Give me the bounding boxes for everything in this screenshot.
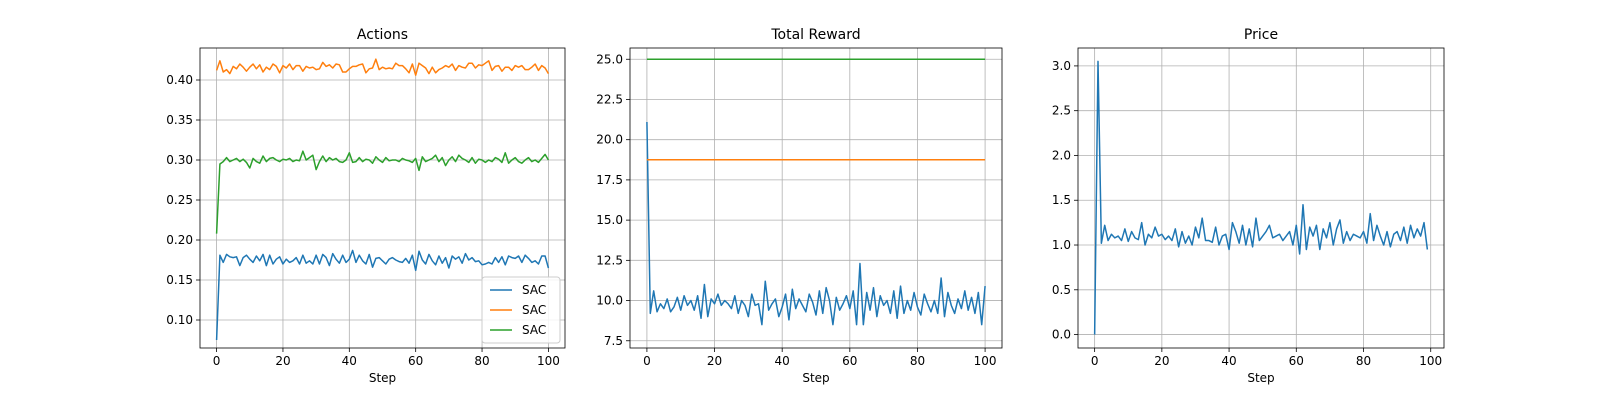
actions-series-line-0 [215, 249, 550, 341]
actions-axes-frame [199, 47, 566, 349]
total-reward-x-tick-label: 100 [974, 354, 997, 368]
actions-x-tick-label: 0 [213, 354, 221, 368]
actions-x-tick-label: 100 [537, 354, 560, 368]
price-x-axis-label: Step [1247, 371, 1274, 385]
actions-y-tick-label: 0.25 [166, 193, 193, 207]
price-y-tick-label: 1.5 [1052, 193, 1071, 207]
actions-legend-box [481, 276, 561, 344]
price-y-tick-label: 3.0 [1052, 59, 1071, 73]
total-reward-y-tick-label: 20.0 [596, 133, 623, 147]
actions-y-tick-label: 0.40 [166, 73, 193, 87]
price-y-tick-label: 2.0 [1052, 148, 1071, 162]
actions-y-tick-label: 0.20 [166, 233, 193, 247]
total-reward-y-tick-label: 15.0 [596, 213, 623, 227]
actions-series-line-1 [215, 58, 550, 76]
total-reward-y-tick-label: 25.0 [596, 52, 623, 66]
total-reward-x-tick-label: 20 [707, 354, 722, 368]
price-chart-title: Price [1244, 27, 1278, 43]
total-reward-x-tick-label: 80 [910, 354, 925, 368]
total-reward-y-tick-label: 17.5 [596, 173, 623, 187]
actions-legend-label: SAC [522, 323, 546, 337]
actions-x-axis-label: Step [369, 371, 396, 385]
total-reward-axes-frame [629, 47, 1003, 349]
actions-y-tick-label: 0.10 [166, 313, 193, 327]
total-reward-series-line-0 [646, 121, 986, 326]
price-series-line-0 [1093, 60, 1429, 335]
price-x-tick-label: 20 [1154, 354, 1169, 368]
actions-legend: SAC SAC SAC [481, 276, 561, 344]
total-reward-chart-title: Total Reward [770, 27, 860, 43]
actions-y-tick-label: 0.35 [166, 113, 193, 127]
total-reward-chart: 0 20 40 60 80 100 7.5 10.0 12.5 15.0 17.5 20.0 22.5 2… [596, 27, 1003, 385]
actions-x-tick-label: 40 [342, 354, 357, 368]
actions-y-tick-label: 0.30 [166, 153, 193, 167]
total-reward-y-tick-label: 22.5 [596, 92, 623, 106]
price-y-tick-label: 0.0 [1052, 328, 1071, 342]
total-reward-y-tick-label: 10.0 [596, 294, 623, 308]
total-reward-x-tick-label: 60 [842, 354, 857, 368]
actions-chart-title: Actions [357, 27, 408, 43]
actions-x-tick-label: 60 [408, 354, 423, 368]
total-reward-x-tick-label: 0 [643, 354, 651, 368]
actions-x-tick-label: 80 [474, 354, 489, 368]
total-reward-x-tick-label: 40 [775, 354, 790, 368]
price-y-tick-label: 0.5 [1052, 283, 1071, 297]
price-x-tick-label: 40 [1221, 354, 1236, 368]
price-x-tick-label: 0 [1091, 354, 1099, 368]
actions-y-tick-label: 0.15 [166, 273, 193, 287]
total-reward-y-tick-label: 7.5 [604, 334, 623, 348]
actions-x-tick-label: 20 [275, 354, 290, 368]
price-x-tick-label: 60 [1289, 354, 1304, 368]
actions-legend-label: SAC [522, 303, 546, 317]
price-y-tick-label: 2.5 [1052, 104, 1071, 118]
actions-chart: 0 20 40 60 80 100 0.10 0.15 0.20 0.25 0.30 0.35 0.40… [166, 27, 566, 385]
price-x-tick-label: 80 [1356, 354, 1371, 368]
actions-legend-label: SAC [522, 283, 546, 297]
price-chart: 0 20 40 60 80 100 0.0 0.5 1.0 1.5 2.0 2.5 3.0 Price St… [1052, 27, 1445, 385]
price-axes-frame [1077, 47, 1445, 349]
actions-series-line-2 [215, 150, 550, 234]
price-y-tick-label: 1.0 [1052, 238, 1071, 252]
total-reward-y-tick-label: 12.5 [596, 253, 623, 267]
price-x-tick-label: 100 [1419, 354, 1442, 368]
total-reward-x-axis-label: Step [802, 371, 829, 385]
